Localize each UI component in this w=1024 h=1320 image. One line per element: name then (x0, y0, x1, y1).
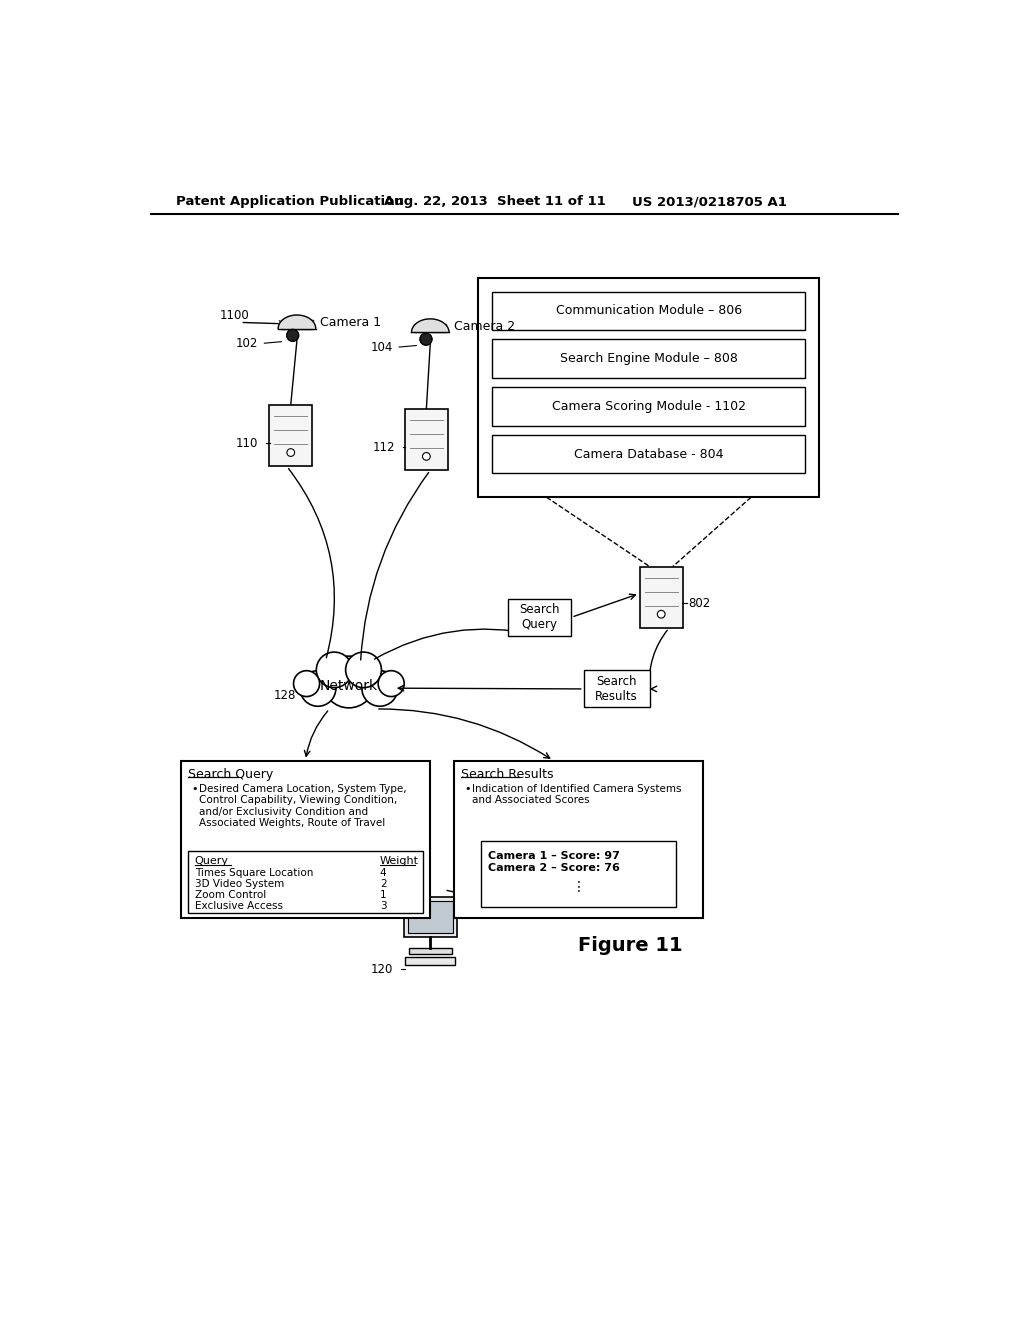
Text: Desired Camera Location, System Type,
Control Capability, Viewing Condition,
and: Desired Camera Location, System Type, Co… (200, 784, 407, 829)
Text: Search
Query: Search Query (519, 603, 560, 631)
Text: 3D Video System: 3D Video System (195, 879, 284, 890)
Text: Weight: Weight (380, 855, 419, 866)
Text: Figure 11: Figure 11 (578, 936, 682, 956)
Circle shape (287, 449, 295, 457)
Circle shape (323, 656, 375, 708)
Text: Query: Query (195, 855, 228, 866)
Bar (478, 277, 819, 498)
Bar (409, 948, 452, 954)
Text: 802: 802 (688, 597, 711, 610)
Circle shape (420, 333, 432, 345)
Text: 2: 2 (380, 879, 386, 890)
Circle shape (287, 330, 299, 342)
Text: Exclusive Access: Exclusive Access (195, 900, 283, 911)
Bar (406, 409, 447, 470)
Bar (508, 599, 571, 636)
Text: Times Square Location: Times Square Location (195, 869, 313, 878)
Text: 120: 120 (371, 962, 393, 975)
Text: 3: 3 (380, 900, 386, 911)
Text: 1100: 1100 (219, 309, 249, 322)
Bar (414, 323, 446, 333)
Text: US 2013/0218705 A1: US 2013/0218705 A1 (632, 195, 786, 209)
Text: Network: Network (319, 678, 378, 693)
Bar (493, 292, 805, 330)
Circle shape (346, 652, 381, 688)
Bar (180, 760, 430, 919)
Text: Camera Database - 804: Camera Database - 804 (574, 447, 724, 461)
Text: Patent Application Publication: Patent Application Publication (176, 195, 403, 209)
Circle shape (300, 671, 336, 706)
Bar (269, 405, 312, 466)
Circle shape (294, 671, 319, 697)
Polygon shape (279, 315, 315, 329)
Text: Camera Scoring Module - 1102: Camera Scoring Module - 1102 (552, 400, 745, 413)
Text: Camera 2 – Score: 76: Camera 2 – Score: 76 (488, 863, 621, 873)
Text: Zoom Control: Zoom Control (195, 890, 266, 900)
Text: Search Engine Module – 808: Search Engine Module – 808 (560, 352, 737, 366)
Text: 112: 112 (373, 441, 395, 454)
Polygon shape (412, 319, 449, 333)
Text: Search Query: Search Query (188, 768, 273, 781)
Circle shape (361, 671, 397, 706)
Text: Search Results: Search Results (461, 768, 554, 781)
Text: 102: 102 (236, 337, 258, 350)
Text: Indication of Identified Camera Systems
and Associated Scores: Indication of Identified Camera Systems … (472, 784, 682, 805)
Text: Camera 1: Camera 1 (321, 317, 381, 329)
Text: 4: 4 (380, 869, 386, 878)
Bar (454, 760, 703, 919)
Text: Camera 1 – Score: 97: Camera 1 – Score: 97 (488, 850, 621, 861)
Bar (408, 900, 453, 933)
Circle shape (316, 652, 352, 688)
Bar (640, 566, 683, 628)
Bar (584, 671, 649, 708)
Text: 104: 104 (371, 341, 393, 354)
Bar (188, 851, 423, 913)
Text: Search
Results: Search Results (595, 675, 638, 704)
Bar (493, 434, 805, 474)
Text: Aug. 22, 2013  Sheet 11 of 11: Aug. 22, 2013 Sheet 11 of 11 (384, 195, 605, 209)
Text: •: • (191, 784, 198, 793)
Circle shape (657, 610, 665, 618)
Text: 1: 1 (380, 890, 386, 900)
Bar (406, 957, 455, 965)
Text: 110: 110 (236, 437, 258, 450)
Text: Camera 2: Camera 2 (454, 321, 515, 333)
Bar (493, 339, 805, 378)
Bar (403, 896, 457, 937)
Text: •: • (464, 784, 471, 793)
Text: ⋮: ⋮ (571, 880, 585, 894)
Circle shape (378, 671, 404, 697)
Bar (480, 841, 676, 907)
Circle shape (423, 453, 430, 461)
Text: 128: 128 (273, 689, 296, 702)
Bar (281, 321, 313, 329)
Bar (493, 387, 805, 425)
Text: Communication Module – 806: Communication Module – 806 (556, 305, 741, 317)
